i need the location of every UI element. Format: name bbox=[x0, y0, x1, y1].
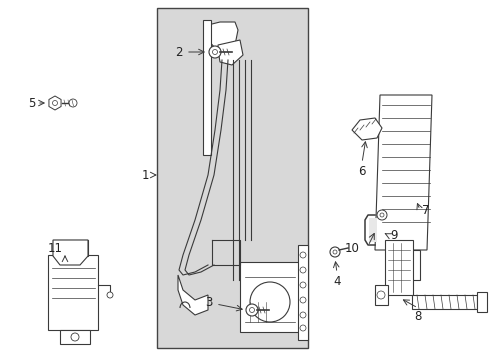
Bar bbox=[298, 245, 308, 340]
Text: 1: 1 bbox=[142, 168, 149, 181]
Text: 6: 6 bbox=[358, 165, 366, 178]
Polygon shape bbox=[53, 240, 88, 265]
Circle shape bbox=[246, 304, 258, 316]
Circle shape bbox=[300, 312, 306, 318]
Polygon shape bbox=[208, 22, 238, 50]
Bar bbox=[375, 285, 388, 305]
Circle shape bbox=[71, 333, 79, 341]
Text: 2: 2 bbox=[175, 45, 183, 59]
Polygon shape bbox=[375, 95, 432, 250]
Circle shape bbox=[377, 291, 385, 299]
Circle shape bbox=[107, 292, 113, 298]
Circle shape bbox=[249, 307, 254, 312]
Bar bbox=[369, 218, 377, 242]
Circle shape bbox=[377, 210, 387, 220]
Text: 7: 7 bbox=[422, 203, 430, 216]
Text: 10: 10 bbox=[345, 242, 360, 255]
Bar bbox=[53, 240, 88, 256]
Bar bbox=[203, 20, 211, 155]
Polygon shape bbox=[352, 118, 382, 140]
Circle shape bbox=[52, 100, 57, 105]
Circle shape bbox=[300, 282, 306, 288]
Text: 5: 5 bbox=[27, 96, 35, 109]
Circle shape bbox=[330, 247, 340, 257]
Bar bbox=[385, 240, 413, 295]
Bar bbox=[48, 255, 98, 330]
Polygon shape bbox=[218, 40, 243, 65]
Text: 4: 4 bbox=[333, 275, 341, 288]
Circle shape bbox=[209, 46, 221, 58]
Text: 3: 3 bbox=[206, 296, 213, 309]
Polygon shape bbox=[178, 275, 208, 315]
Bar bbox=[477, 292, 487, 312]
Circle shape bbox=[300, 267, 306, 273]
Bar bbox=[60, 330, 90, 344]
Circle shape bbox=[380, 213, 384, 217]
Text: 8: 8 bbox=[415, 310, 422, 323]
Circle shape bbox=[300, 252, 306, 258]
Text: 9: 9 bbox=[390, 229, 397, 242]
Text: 11: 11 bbox=[48, 242, 63, 255]
Circle shape bbox=[69, 99, 77, 107]
Bar bbox=[412, 295, 477, 309]
Circle shape bbox=[333, 250, 337, 254]
Circle shape bbox=[300, 325, 306, 331]
Bar bbox=[240, 262, 300, 332]
Circle shape bbox=[250, 282, 290, 322]
Circle shape bbox=[300, 297, 306, 303]
Bar bbox=[390, 250, 420, 280]
Bar bbox=[157, 8, 308, 348]
Circle shape bbox=[213, 50, 218, 54]
